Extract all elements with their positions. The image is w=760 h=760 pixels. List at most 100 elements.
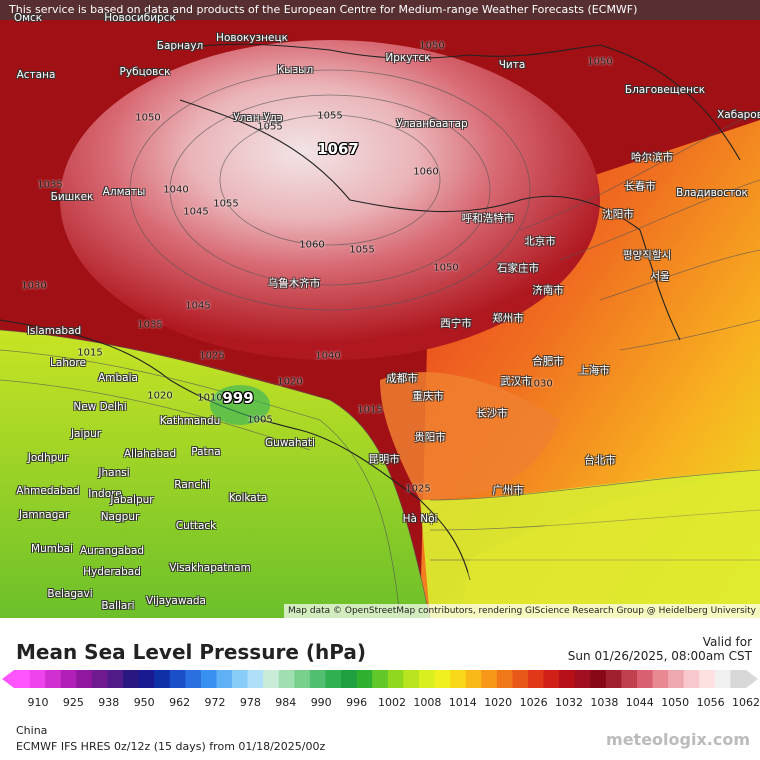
city-label: Guwahati [265, 437, 315, 449]
isobar-label: 1050 [433, 262, 459, 274]
city-label: Барнаул [156, 40, 204, 52]
color-swatch [169, 670, 186, 688]
scale-tick-label: 925 [62, 696, 84, 709]
city-label: 上海市 [578, 364, 610, 377]
scale-max-arrow [746, 670, 758, 688]
city-label: Омск [13, 12, 43, 24]
high-pressure-core [60, 40, 600, 360]
color-scale [2, 670, 758, 688]
color-swatch [138, 670, 155, 688]
city-label: 呼和浩特市 [461, 212, 515, 225]
city-label: 평양직할시 [622, 249, 672, 262]
city-label: Ahmedabad [16, 485, 80, 497]
legend-title: Mean Sea Level Pressure (hPa) [16, 640, 366, 664]
city-label: 长春市 [624, 180, 656, 193]
isobar-label: 1005 [247, 414, 273, 426]
color-swatch [403, 670, 420, 688]
scale-tick-label: 962 [169, 696, 191, 709]
color-swatch [543, 670, 560, 688]
city-label: Belagavi [47, 588, 93, 600]
isobar-label: 1050 [587, 56, 613, 68]
city-label: Владивосток [676, 187, 748, 199]
scale-tick-label: 1020 [484, 696, 513, 709]
scale-tick-label: 938 [98, 696, 120, 709]
city-label: Indore [88, 488, 122, 500]
city-label: 广州市 [492, 484, 524, 497]
color-swatch [154, 670, 171, 688]
scale-tick-label: 1050 [661, 696, 690, 709]
low-pressure-area [210, 385, 270, 425]
color-swatch [309, 670, 326, 688]
isobar-lines [0, 69, 760, 618]
isobar-label: 1050 [419, 40, 445, 52]
scale-tick-label: 1062 [732, 696, 760, 709]
city-label: Кызыл [276, 64, 314, 76]
color-swatch [605, 670, 622, 688]
color-swatch [14, 670, 31, 688]
isobar-label: 1015 [357, 404, 383, 416]
city-label: Kolkata [228, 492, 268, 504]
city-label: Ballari [101, 600, 135, 612]
city-label: Новокузнецк [216, 32, 288, 44]
ecmwf-banner: This service is based on data and produc… [0, 0, 760, 20]
city-label: 서울 [650, 270, 670, 283]
map-credit: Map data © OpenStreetMap contributors, r… [284, 604, 760, 618]
color-swatch [325, 670, 342, 688]
city-label: Kathmandu [159, 415, 221, 427]
pressure-band-southchina [380, 372, 560, 500]
city-label: Иркутск [385, 52, 431, 64]
color-swatch [232, 670, 249, 688]
color-swatch [668, 670, 685, 688]
city-label: 西宁市 [440, 317, 472, 330]
scale-tick-label: 1026 [519, 696, 548, 709]
city-label: 重庆市 [412, 390, 444, 403]
color-swatch [465, 670, 482, 688]
isobar-label: 1030 [21, 280, 47, 292]
color-swatch [418, 670, 436, 688]
city-label: 哈尔滨市 [631, 151, 673, 164]
scale-min-arrow [2, 670, 14, 688]
high-pressure-value: 1067 [317, 140, 359, 158]
city-label: Lahore [50, 357, 86, 369]
country-borders [0, 43, 741, 581]
model-info: ECMWF IFS HRES 0z/12z (15 days) from 01/… [16, 740, 326, 753]
color-swatch [434, 670, 451, 688]
valid-time: Sun 01/26/2025, 08:00am CST [567, 649, 752, 663]
pressure-field [0, 0, 760, 618]
isobar-label: 1045 [183, 206, 209, 218]
scale-tick-label: 996 [346, 696, 368, 709]
city-label: Jabalpur [110, 494, 154, 506]
color-swatch [278, 670, 295, 688]
color-swatch [496, 670, 513, 688]
city-label: Mumbai [31, 543, 73, 555]
city-label: Jodhpur [27, 452, 69, 464]
city-label: Nagpur [100, 511, 140, 523]
isobar-label: 1045 [185, 300, 211, 312]
city-label: Астана [16, 69, 56, 81]
low-pressure-value: 999 [222, 389, 254, 407]
city-label: Jhansi [98, 467, 130, 479]
color-swatch [527, 670, 545, 688]
color-swatch [247, 670, 264, 688]
city-label: Улаанбаатар [396, 118, 468, 130]
scale-tick-label: 910 [27, 696, 49, 709]
color-swatch [60, 670, 77, 688]
city-label: 郑州市 [492, 312, 524, 325]
color-swatch [341, 670, 358, 688]
color-swatch [372, 670, 389, 688]
isobar-label: 1040 [315, 350, 341, 362]
isobar-label: 1035 [137, 319, 163, 331]
city-label: 合肥市 [532, 355, 564, 368]
color-swatch [387, 670, 404, 688]
city-label: Cuttack [175, 520, 217, 532]
color-swatch [29, 670, 46, 688]
scale-tick-label: 1038 [590, 696, 619, 709]
color-swatch [263, 670, 280, 688]
isobar-label: 1030 [527, 378, 553, 390]
isobar-label: 1055 [349, 244, 375, 256]
city-label: Алматы [102, 186, 146, 198]
color-swatch [45, 670, 62, 688]
pressure-map[interactable]: This service is based on data and produc… [0, 0, 760, 618]
sea-area [460, 470, 760, 618]
color-swatch [512, 670, 529, 688]
